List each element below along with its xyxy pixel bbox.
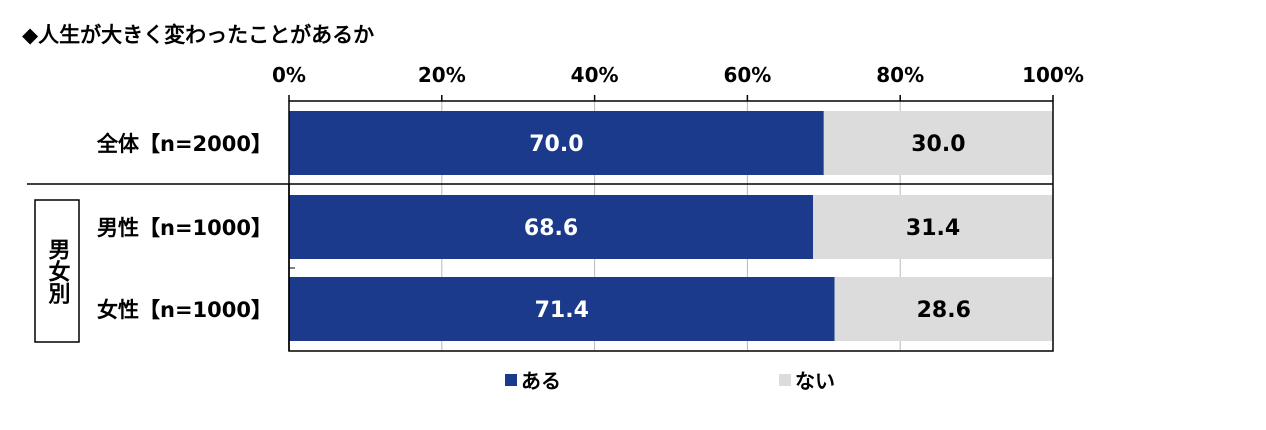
x-axis-tick-labels: 0% 20% 40% 60% 80% 100% bbox=[272, 63, 1084, 87]
legend-swatch bbox=[779, 374, 791, 386]
category-label: 女性【n=1000】 bbox=[97, 298, 272, 322]
data-label: 68.6 bbox=[524, 216, 578, 241]
bar-segment-no bbox=[823, 111, 1053, 175]
data-label: 28.6 bbox=[917, 298, 971, 323]
category-labels: 全体【n=2000】男性【n=1000】女性【n=1000】 bbox=[96, 132, 272, 322]
x-tick-label: 80% bbox=[876, 63, 924, 87]
category-label: 男性【n=1000】 bbox=[97, 216, 272, 240]
legend-swatch bbox=[505, 374, 517, 386]
bar-segment-yes bbox=[289, 111, 824, 175]
bar-segment-no bbox=[834, 277, 1053, 341]
data-label: 71.4 bbox=[535, 298, 589, 323]
legend: ある ない bbox=[505, 369, 835, 393]
bar-segment-yes bbox=[289, 195, 814, 259]
data-label: 70.0 bbox=[529, 132, 583, 157]
legend-label: ある bbox=[521, 369, 561, 393]
x-tick-label: 20% bbox=[418, 63, 466, 87]
group-label: 男女別 bbox=[45, 238, 71, 305]
x-tick-label: 60% bbox=[723, 63, 771, 87]
x-tick-label: 100% bbox=[1022, 63, 1084, 87]
legend-label: ない bbox=[795, 369, 835, 393]
chart-title: ◆人生が大きく変わったことがあるか bbox=[22, 23, 374, 47]
x-tick-label: 40% bbox=[571, 63, 619, 87]
group-label-box bbox=[34, 199, 80, 343]
data-label: 31.4 bbox=[906, 216, 960, 241]
bars: 70.0 30.0 68.6 31.4 71.4 28.6 bbox=[289, 111, 1053, 341]
bar-segment-yes bbox=[289, 277, 835, 341]
x-tick-label: 0% bbox=[272, 63, 306, 87]
category-label: 全体【n=2000】 bbox=[96, 132, 272, 156]
bar-segment-no bbox=[813, 195, 1053, 259]
data-label: 30.0 bbox=[911, 132, 965, 157]
